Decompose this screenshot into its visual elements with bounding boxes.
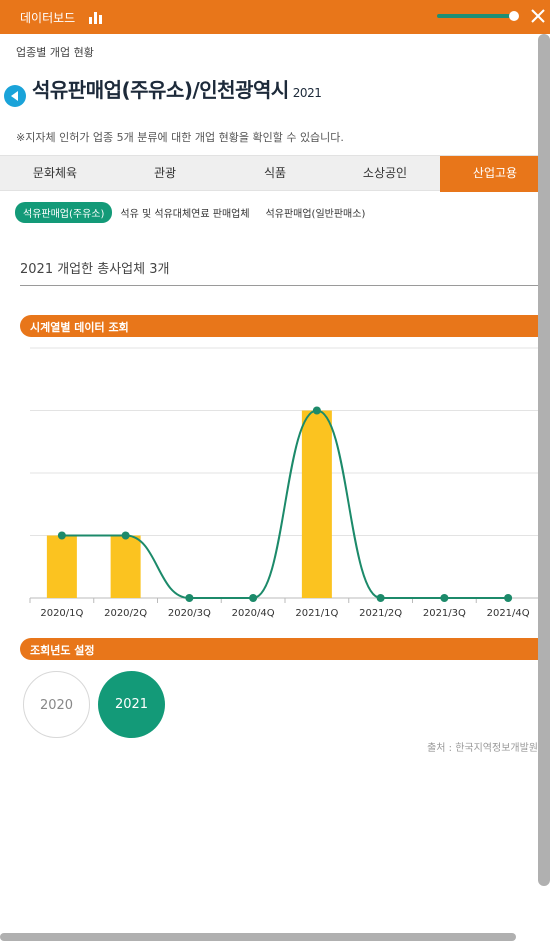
bar bbox=[110, 535, 141, 598]
x-tick-label: 2020/2Q bbox=[104, 608, 147, 619]
tab-tourism[interactable]: 관광 bbox=[153, 166, 177, 180]
tab-small-business[interactable]: 소상공인 bbox=[362, 166, 408, 180]
x-tick-label: 2020/3Q bbox=[168, 608, 211, 619]
series-line bbox=[61, 409, 509, 599]
timeseries-section-title: 시계열별 데이터 조회 bbox=[30, 321, 129, 334]
bar bbox=[301, 410, 332, 598]
year-button-2021[interactable]: 2021 bbox=[98, 671, 165, 738]
subcategory-tabs: 석유판매업(주유소) 석유 및 석유대체연료 판매업체 석유판매업(일반판매소) bbox=[15, 202, 381, 223]
top-bar: 데이터보드 bbox=[0, 0, 550, 34]
bar-chart-icon[interactable] bbox=[88, 10, 104, 24]
zoom-slider-track[interactable] bbox=[437, 14, 515, 18]
close-icon[interactable] bbox=[530, 8, 546, 24]
summary-divider bbox=[20, 285, 550, 286]
page-title-year: 2021 bbox=[292, 86, 322, 100]
breadcrumb: 업종별 개업 현황 bbox=[16, 46, 94, 59]
year-section-header: 조회년도 설정 bbox=[20, 638, 550, 660]
page-title: 석유판매업(주유소)/인천광역시 2021 bbox=[32, 74, 322, 103]
source-credit: 출처 : 한국지역정보개발원 bbox=[427, 743, 538, 754]
data-point bbox=[504, 594, 513, 602]
category-tabs: 문화체육 관광 식품 소상공인 산업고용 bbox=[0, 155, 550, 192]
zoom-slider-handle[interactable] bbox=[509, 11, 519, 21]
page-title-text: 석유판매업(주유소)/인천광역시 bbox=[32, 78, 289, 102]
data-point bbox=[376, 594, 385, 602]
summary-text: 2021 개업한 총사업체 3개 bbox=[20, 262, 170, 277]
data-point bbox=[440, 594, 449, 602]
x-tick-label: 2020/4Q bbox=[232, 608, 275, 619]
subtab-gas-station[interactable]: 석유판매업(주유소) bbox=[15, 202, 113, 223]
x-tick-label: 2021/3Q bbox=[423, 608, 466, 619]
x-tick-label: 2021/2Q bbox=[359, 608, 402, 619]
year-button-2020[interactable]: 2020 bbox=[23, 671, 90, 738]
subtab-general-seller[interactable]: 석유판매업(일반판매소) bbox=[265, 209, 366, 220]
x-tick-label: 2021/4Q bbox=[487, 608, 530, 619]
openings-chart: 2020/1Q 2020/2Q 2020/3Q 2020/4Q 2021/1Q 2021/… bbox=[29, 347, 540, 619]
tab-culture-sports[interactable]: 문화체육 bbox=[32, 166, 78, 180]
tab-food[interactable]: 식품 bbox=[263, 166, 287, 180]
data-point bbox=[57, 531, 66, 540]
data-point bbox=[121, 531, 130, 540]
x-tick-label: 2020/1Q bbox=[40, 608, 83, 619]
subtab-petroleum-alt-fuel[interactable]: 석유 및 석유대체연료 판매업체 bbox=[120, 209, 250, 220]
back-arrow-icon[interactable] bbox=[4, 85, 26, 107]
app-title: 데이터보드 bbox=[20, 11, 76, 25]
data-point bbox=[249, 594, 258, 602]
horizontal-scrollbar[interactable] bbox=[0, 933, 516, 941]
data-point bbox=[312, 406, 321, 415]
bar bbox=[46, 535, 77, 598]
tab-industry-employment[interactable]: 산업고용 bbox=[440, 156, 550, 192]
year-section-title: 조회년도 설정 bbox=[30, 644, 95, 657]
vertical-scrollbar[interactable] bbox=[538, 34, 550, 886]
x-tick-label: 2021/1Q bbox=[295, 608, 338, 619]
data-point bbox=[185, 594, 194, 602]
timeseries-section-header: 시계열별 데이터 조회 bbox=[20, 315, 550, 337]
notice-text: ※지자체 인허가 업종 5개 분류에 대한 개업 현황을 확인할 수 있습니다. bbox=[16, 131, 344, 144]
